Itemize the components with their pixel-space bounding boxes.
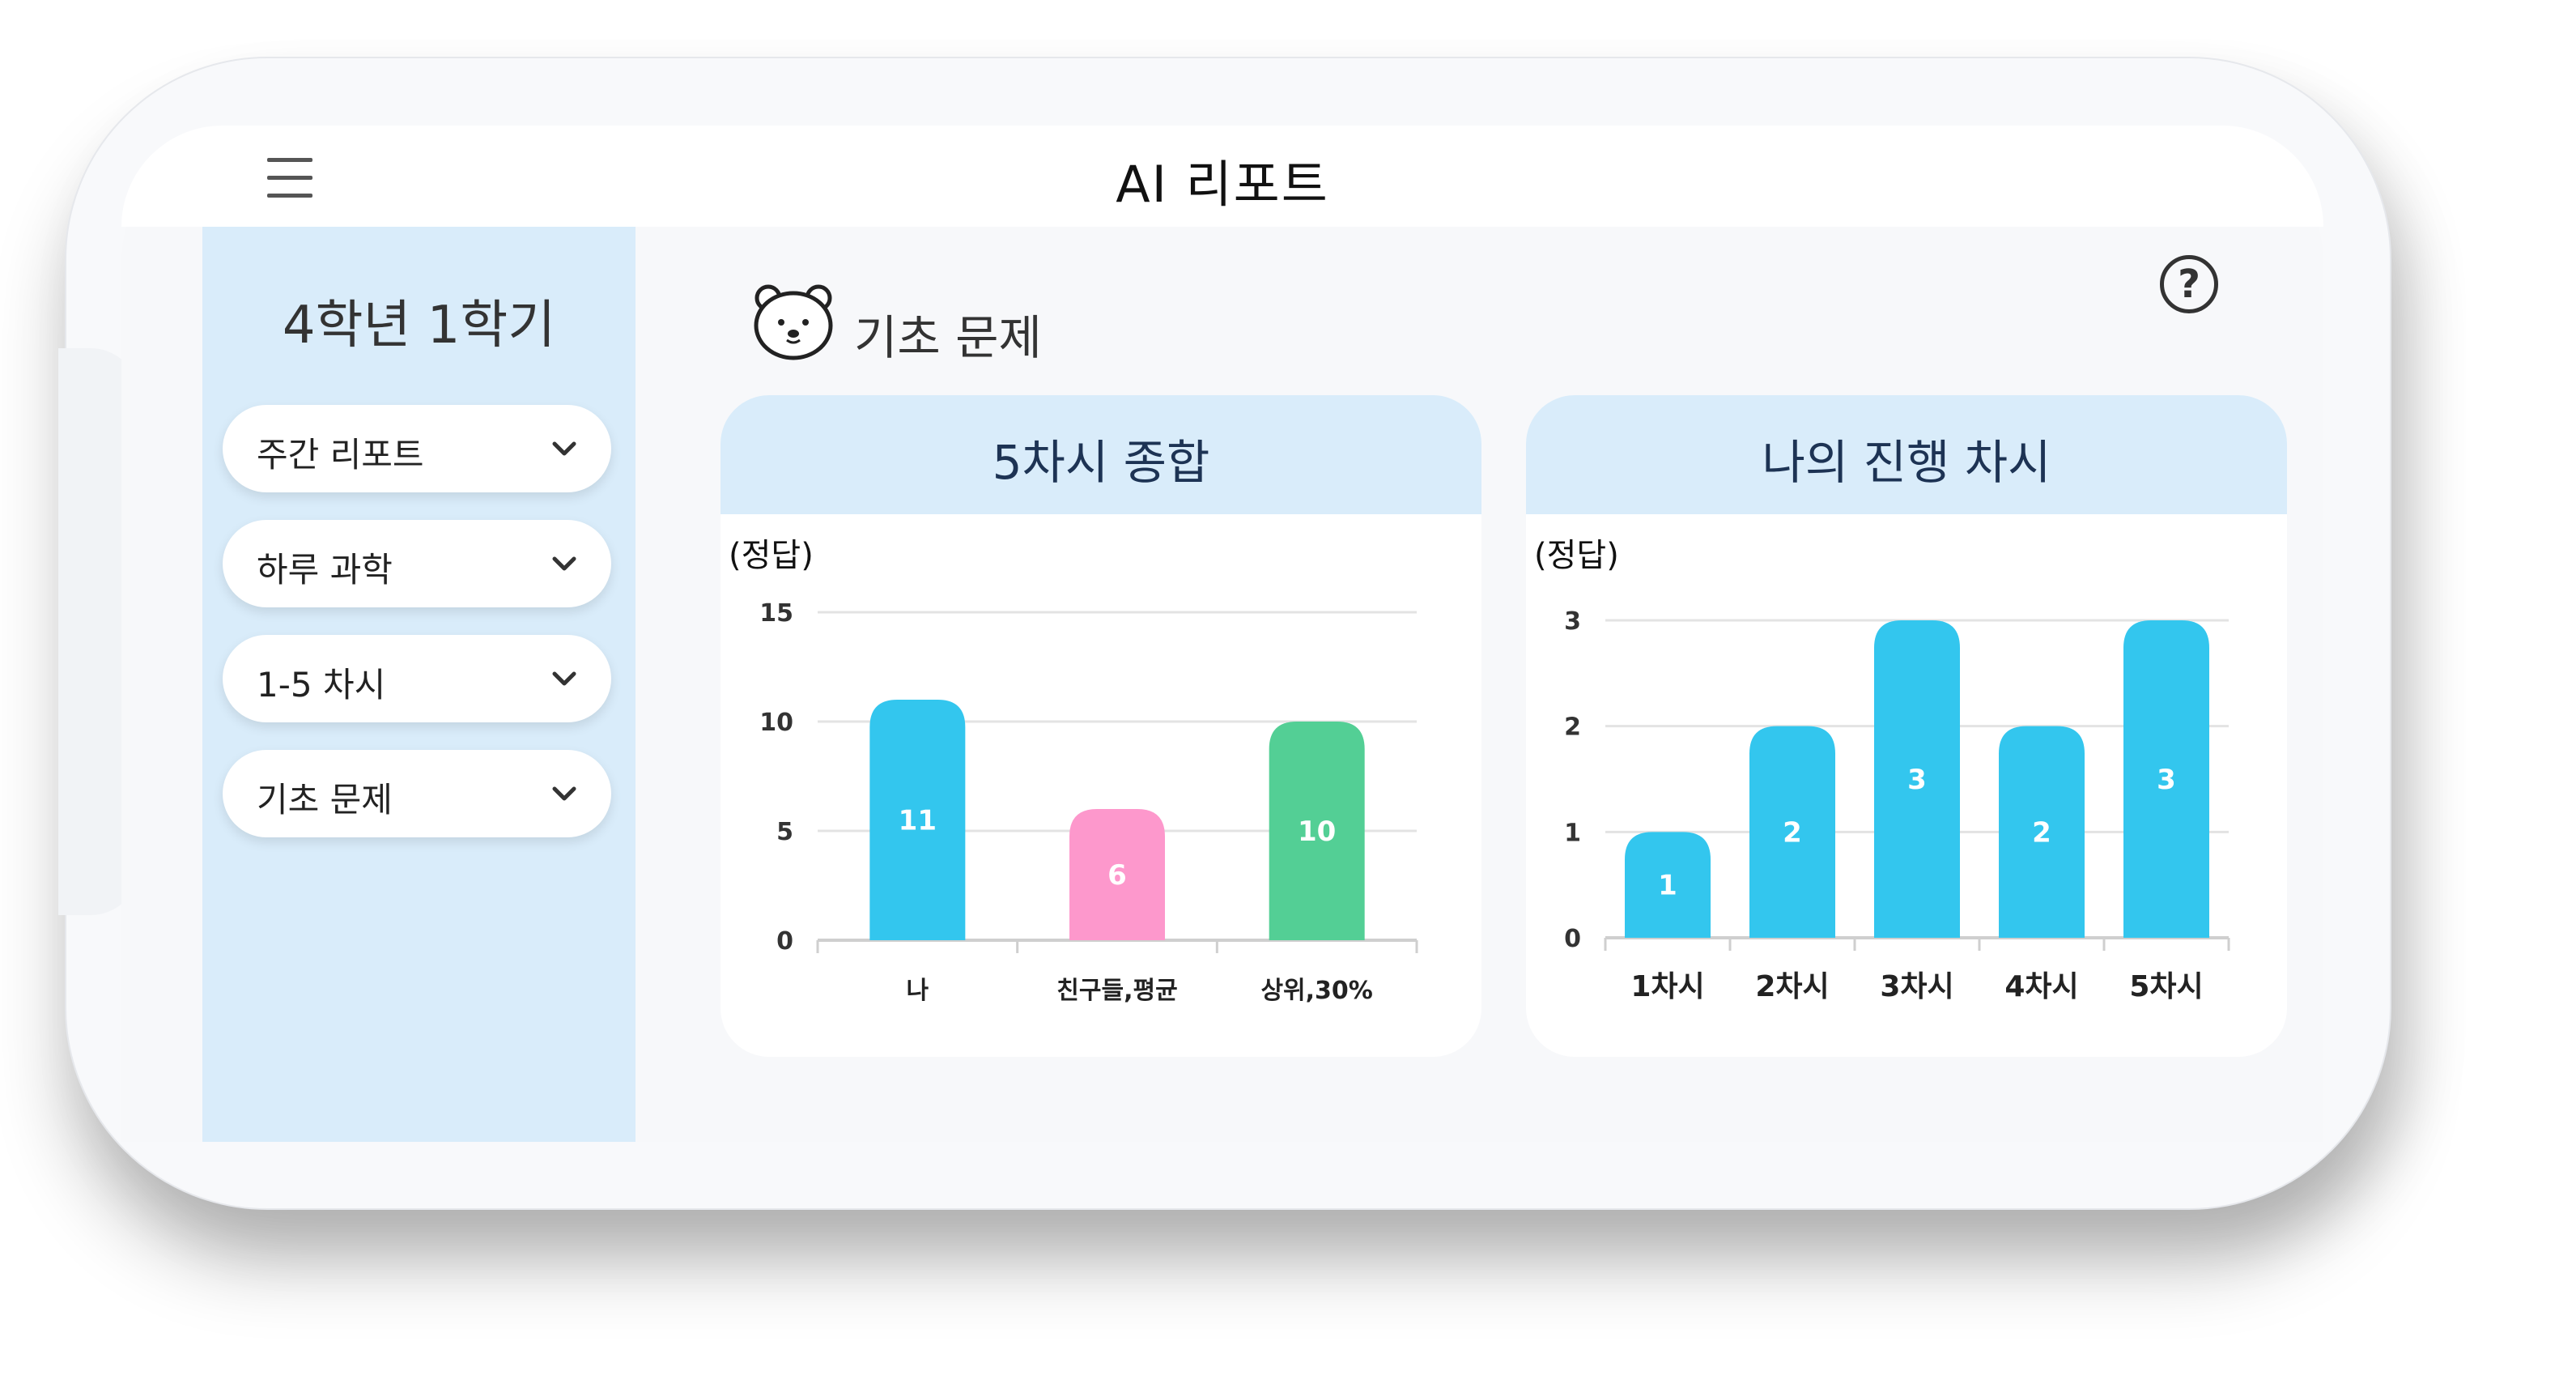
dropdown-label: 기초 문제 <box>257 780 393 820</box>
y-axis-unit-label: (정답) <box>1534 537 1619 574</box>
y-tick-label: 3 <box>1564 607 1581 636</box>
weekly-report-dropdown[interactable]: 주간 리포트 <box>223 405 611 492</box>
chevron-down-icon <box>552 441 576 456</box>
y-axis-unit-label: (정답) <box>729 537 814 574</box>
progress-chart-card: 나의 진행 차시 (정답) 0 1 2 3 1 1차시 2 2차시 3 3차시 2 4차시 3 5차시 <box>1526 395 2287 1057</box>
section-title: 기초 문제 <box>854 310 1042 365</box>
x-category-label: 상위,30% <box>1260 977 1372 1005</box>
bar <box>2123 620 2209 938</box>
lesson-range-dropdown[interactable]: 1-5 차시 <box>223 635 611 722</box>
bar <box>1749 726 1835 938</box>
card-header: 나의 진행 차시 <box>1526 395 2287 514</box>
bar <box>1269 722 1365 940</box>
card-header: 5차시 종합 <box>721 395 1481 514</box>
top-bar: AI 리포트 <box>121 126 2323 227</box>
summary-bar-chart: 0 5 10 15 11 나 6 친구들,평균 10 상위,30% <box>759 599 1418 1005</box>
bar-value-label: 6 <box>1107 859 1127 892</box>
summary-chart-card: 5차시 종합 (정답) 0 5 10 15 11 나 6 친구들,평균 10 상위,30% <box>721 395 1481 1057</box>
sidebar: 4학년 1학기 주간 리포트 하루 과학 1-5 차시 기초 문제 <box>202 227 635 1142</box>
y-tick-label: 5 <box>776 818 793 846</box>
progress-bar-chart: 0 1 2 3 1 1차시 2 2차시 3 3차시 2 4차시 3 5차시 <box>1564 607 2230 1003</box>
x-category-label: 5차시 <box>2129 970 2203 1003</box>
chart-title: 5차시 종합 <box>992 435 1210 490</box>
x-category-label: 친구들,평균 <box>1056 977 1177 1005</box>
daily-science-dropdown[interactable]: 하루 과학 <box>223 520 611 607</box>
bar-value-label: 2 <box>1783 816 1802 849</box>
dropdown-label: 주간 리포트 <box>257 435 424 475</box>
y-tick-label: 10 <box>759 709 793 737</box>
bar <box>1999 726 2085 938</box>
dropdown-label: 하루 과학 <box>257 550 393 590</box>
semester-label: 4학년 1학기 <box>282 296 556 356</box>
bar <box>869 700 966 940</box>
bar <box>1625 832 1711 938</box>
x-category-label: 나 <box>907 977 929 1005</box>
bar <box>1069 809 1165 940</box>
chevron-down-icon <box>552 786 576 801</box>
y-tick-label: 2 <box>1564 713 1581 742</box>
bear-icon <box>754 284 833 360</box>
y-tick-label: 1 <box>1564 819 1581 847</box>
chart-title: 나의 진행 차시 <box>1762 435 2051 490</box>
x-category-label: 1차시 <box>1630 970 1704 1003</box>
help-icon[interactable]: ? <box>2160 255 2218 313</box>
bar-value-label: 11 <box>899 805 937 837</box>
bar <box>1874 620 1960 938</box>
y-tick-label: 0 <box>1564 925 1581 953</box>
app-title: AI 리포트 <box>1116 155 1329 214</box>
y-tick-label: 15 <box>759 599 793 628</box>
x-category-label: 2차시 <box>1755 970 1829 1003</box>
bar-value-label: 10 <box>1298 815 1336 848</box>
hamburger-menu-icon[interactable] <box>267 158 316 200</box>
main-content: 기초 문제 ? 5차시 종합 (정답) 0 5 10 15 11 나 6 친구들,평균 10 상위… <box>635 227 2323 1142</box>
bar-value-label: 3 <box>1907 764 1927 796</box>
x-category-label: 4차시 <box>2004 970 2078 1003</box>
basic-problems-dropdown[interactable]: 기초 문제 <box>223 750 611 837</box>
x-category-label: 3차시 <box>1880 970 1953 1003</box>
bar-value-label: 1 <box>1658 870 1677 902</box>
bar-value-label: 2 <box>2032 816 2051 849</box>
dropdown-label: 1-5 차시 <box>257 665 386 705</box>
y-tick-label: 0 <box>776 927 793 956</box>
bar-value-label: 3 <box>2157 764 2176 796</box>
chevron-down-icon <box>552 671 576 686</box>
chevron-down-icon <box>552 556 576 571</box>
